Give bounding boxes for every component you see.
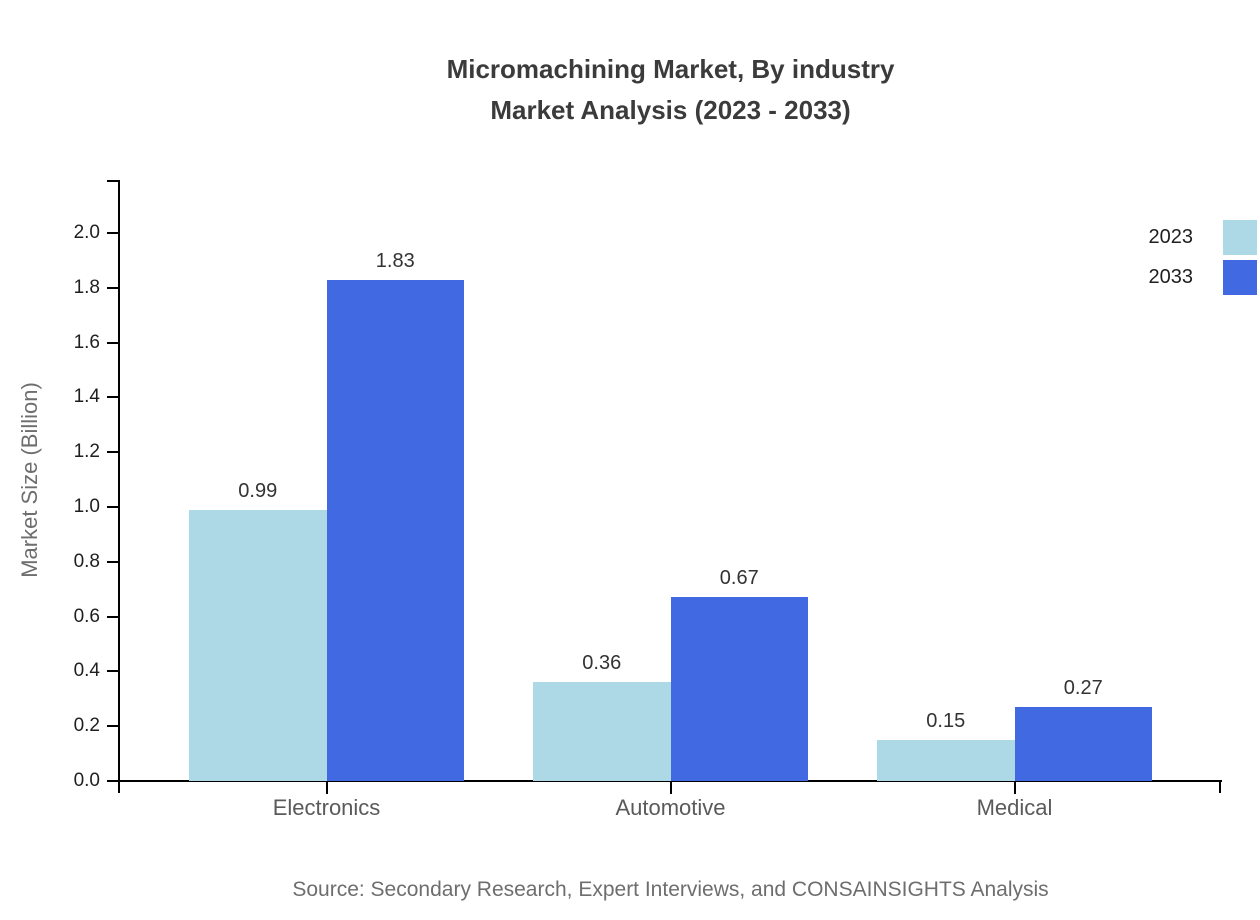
- y-tick: [107, 341, 119, 344]
- bar-value-label: 0.27: [1063, 677, 1103, 700]
- y-axis-title: Market Size (Billion): [17, 382, 42, 578]
- bar-value-label: 0.67: [719, 567, 759, 590]
- y-tick: [107, 670, 119, 673]
- y-tick-label: 1.6: [73, 331, 100, 353]
- legend-label: 2033: [1148, 266, 1194, 288]
- y-tick: [107, 396, 119, 399]
- y-tick: [107, 560, 119, 563]
- bar-value-label: 0.36: [582, 652, 622, 675]
- x-tick: [1013, 782, 1016, 794]
- source-note: Source: Secondary Research, Expert Inter…: [292, 878, 1049, 901]
- y-tick: [107, 780, 119, 782]
- y-tick-label: 0.8: [73, 550, 100, 572]
- x-category-label-electronics: Electronics: [272, 795, 381, 820]
- bar-value-label: 0.15: [926, 709, 966, 732]
- x-category-label-automotive: Automotive: [615, 795, 726, 820]
- y-tick: [107, 506, 119, 508]
- bar-2023-medical: [877, 739, 1015, 781]
- chart-title-line1: Micromachining Market, By industry: [446, 54, 895, 84]
- y-tick-label: 0.2: [73, 715, 100, 737]
- y-tick-label: 1.0: [73, 496, 100, 517]
- bar-2033-electronics: [326, 279, 464, 781]
- x-category-label-medical: Medical: [976, 795, 1053, 820]
- chart-title-line2: Market Analysis (2023 - 2033): [490, 95, 851, 125]
- y-tick: [107, 615, 119, 618]
- x-tick: [669, 782, 672, 794]
- y-tick-label: 0.6: [73, 605, 100, 627]
- bar-2033-medical: [1014, 707, 1152, 781]
- x-axis-end-tick: [1219, 780, 1221, 793]
- x-tick: [325, 782, 328, 794]
- y-tick: [107, 232, 119, 234]
- y-tick-label: 2.0: [73, 222, 100, 243]
- legend-label: 2023: [1148, 226, 1194, 248]
- y-tick-label: 1.2: [73, 441, 100, 463]
- legend-swatch-2023: [1223, 220, 1257, 255]
- bar-value-label: 0.99: [238, 479, 278, 502]
- y-axis-line: [118, 180, 120, 793]
- y-tick-label: 0.0: [73, 770, 100, 791]
- y-tick-label: 0.4: [73, 660, 100, 682]
- y-axis-end-tick: [107, 180, 119, 182]
- bar-2033-automotive: [670, 597, 808, 781]
- bar-value-label: 1.83: [375, 249, 415, 272]
- y-tick: [107, 286, 119, 289]
- legend-item-2033: 2033: [1148, 260, 1257, 295]
- y-tick-label: 1.4: [73, 386, 100, 408]
- bar-2023-electronics: [189, 509, 327, 781]
- legend-swatch-2033: [1223, 260, 1257, 295]
- y-tick: [107, 725, 119, 728]
- legend-item-2023: 2023: [1148, 220, 1257, 255]
- bar-2023-automotive: [533, 682, 671, 781]
- chart-title: Micromachining Market, By industry Marke…: [119, 49, 1222, 131]
- legend: 2023 2033: [1148, 220, 1257, 300]
- x-axis-line: [107, 780, 1222, 782]
- y-tick-label: 1.8: [73, 276, 100, 298]
- y-tick: [107, 451, 119, 454]
